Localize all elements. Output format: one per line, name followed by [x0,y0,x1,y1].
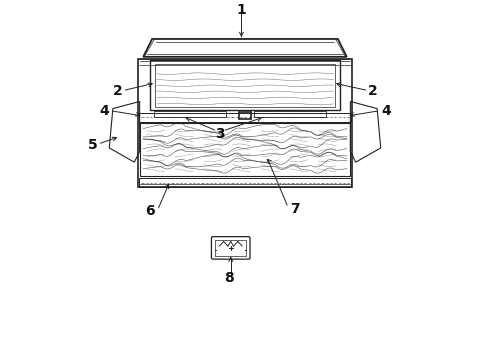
Text: 2: 2 [368,84,378,98]
Bar [140,123,350,176]
Bar [139,113,351,122]
Text: 7: 7 [290,202,300,216]
Bar [254,112,326,117]
Bar [155,64,335,107]
Bar [138,59,352,187]
Text: 4: 4 [381,104,391,118]
Bar [139,178,351,187]
Text: 8: 8 [224,271,234,285]
Text: 1: 1 [237,3,246,17]
Text: 4: 4 [99,104,109,118]
Text: 5: 5 [88,138,98,152]
Text: 3: 3 [215,127,225,141]
Bar [150,60,340,111]
Text: 2: 2 [113,84,123,98]
Bar [154,112,226,117]
Bar [215,240,246,256]
Text: 6: 6 [145,204,154,218]
